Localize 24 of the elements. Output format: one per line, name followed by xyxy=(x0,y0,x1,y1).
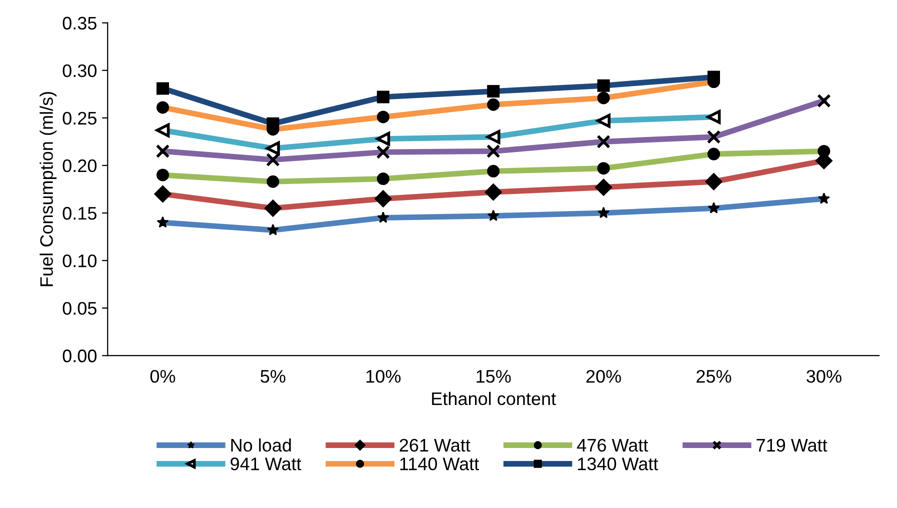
legend-label: 1340 Watt xyxy=(578,458,658,470)
y-tick-label: 0.00 xyxy=(62,350,97,362)
x-tick-label: 15% xyxy=(476,370,511,383)
x-tick-label: 25% xyxy=(696,370,732,383)
x-tick-label: 10% xyxy=(366,370,401,383)
x-tick-label: 0% xyxy=(150,370,176,383)
y-tick-label: 0.10 xyxy=(62,254,97,268)
x-tick-label: 5% xyxy=(260,370,286,383)
y-tick-label: 0.25 xyxy=(62,112,96,125)
legend-label: 719 Watt xyxy=(756,438,828,452)
legend-label: 1140 Watt xyxy=(400,458,480,470)
x-tick-label: 20% xyxy=(586,370,621,383)
y-tick-label: 0.30 xyxy=(62,64,97,78)
legend-label: 261 Watt xyxy=(400,438,470,452)
y-tick-label: 0.35 xyxy=(62,16,96,30)
y-axis-title: Fuel Consumption (ml/s) xyxy=(40,92,57,286)
y-tick-label: 0.15 xyxy=(62,206,96,220)
legend-label: No load xyxy=(231,438,291,452)
legend-label: 941 Watt xyxy=(230,458,302,470)
legend-label: 476 Watt xyxy=(577,438,648,452)
x-axis-title: Ethanol content xyxy=(432,392,556,406)
y-tick-label: 0.20 xyxy=(62,159,97,172)
x-tick-label: 30% xyxy=(806,370,842,383)
y-tick-label: 0.05 xyxy=(62,302,96,315)
